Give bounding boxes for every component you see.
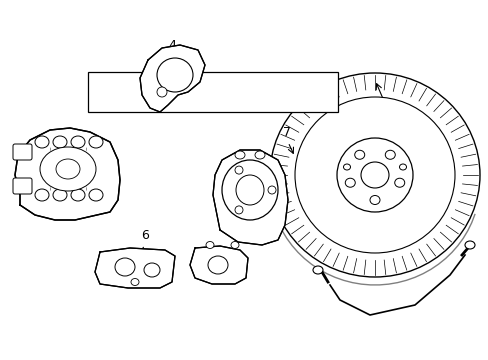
Ellipse shape [312,266,323,274]
Ellipse shape [235,151,244,159]
Polygon shape [213,150,287,245]
Ellipse shape [56,159,80,179]
Ellipse shape [267,186,275,194]
Ellipse shape [157,58,193,92]
Polygon shape [190,246,247,284]
Ellipse shape [336,138,412,212]
Polygon shape [95,248,175,288]
Ellipse shape [89,136,103,148]
Bar [88,72,337,112]
Ellipse shape [399,164,406,170]
Text: 1: 1 [388,99,396,112]
Ellipse shape [35,136,49,148]
Ellipse shape [131,279,139,285]
Ellipse shape [71,189,85,201]
Ellipse shape [207,256,227,274]
Ellipse shape [464,241,474,249]
Ellipse shape [222,160,278,220]
Ellipse shape [143,263,160,277]
Ellipse shape [269,73,479,277]
Text: 2: 2 [263,219,270,232]
Text: 4: 4 [168,39,176,52]
Ellipse shape [343,164,350,170]
Ellipse shape [294,97,454,253]
Ellipse shape [35,189,49,201]
Ellipse shape [235,166,243,174]
Ellipse shape [89,189,103,201]
Ellipse shape [254,151,264,159]
Ellipse shape [40,147,96,191]
Text: 5: 5 [71,206,79,219]
Ellipse shape [354,150,364,159]
Ellipse shape [360,162,388,188]
Ellipse shape [236,175,264,205]
Ellipse shape [230,242,239,248]
Ellipse shape [115,258,135,276]
Ellipse shape [385,150,394,159]
Ellipse shape [369,195,379,204]
Ellipse shape [53,189,67,201]
Ellipse shape [71,136,85,148]
Ellipse shape [53,136,67,148]
Ellipse shape [394,178,404,187]
Polygon shape [140,45,204,112]
Ellipse shape [345,178,355,187]
Text: 7: 7 [283,126,290,139]
Polygon shape [15,128,120,220]
Text: 6: 6 [141,229,149,242]
Ellipse shape [235,206,243,214]
Text: 3: 3 [263,192,270,205]
FancyBboxPatch shape [13,144,32,160]
Ellipse shape [157,87,167,97]
FancyBboxPatch shape [13,178,32,194]
Ellipse shape [205,242,214,248]
